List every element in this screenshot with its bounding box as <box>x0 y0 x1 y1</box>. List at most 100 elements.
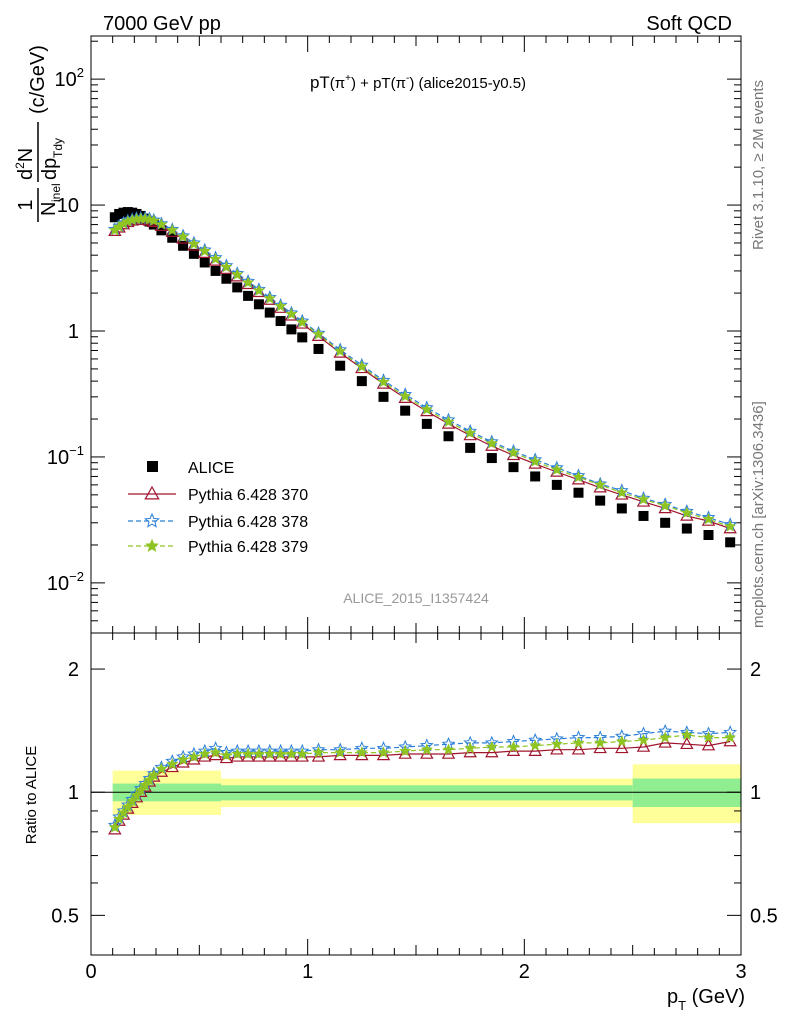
alice-data-point <box>703 529 714 540</box>
ratio-y-tick-label-left: 0.5 <box>51 905 79 927</box>
alice-data-point <box>297 332 308 343</box>
ratio-p379-point <box>130 789 143 801</box>
alice-data-point <box>421 418 432 429</box>
legend: ALICE Pythia 6.428 370 Pythia 6.428 378 Pyt… <box>128 460 308 556</box>
ratio-p379-point <box>126 795 139 807</box>
legend-marker-p379 <box>145 538 159 552</box>
ratio-p379-point <box>134 784 147 796</box>
p379-data-point <box>242 276 255 288</box>
ratio-p370-point <box>636 739 651 752</box>
ratio-y-axis-label: Ratio to ALICE <box>23 746 40 844</box>
alice-data-point <box>178 240 189 251</box>
ratio-p379-point <box>637 733 650 746</box>
p379-data-point <box>377 375 390 388</box>
ratio-p379-point <box>177 753 190 765</box>
alice-data-point <box>616 503 627 514</box>
ratio-p379-point <box>442 743 455 755</box>
alice-data-point <box>199 257 210 268</box>
legend-label: Pythia 6.428 379 <box>188 539 308 556</box>
ratio-p379-point <box>724 731 737 743</box>
ratio-series-line-3 <box>114 734 731 828</box>
p379-data-point <box>529 455 542 467</box>
xlabel-units: (GeV) <box>686 986 745 1008</box>
ratio-p379-point <box>464 742 477 754</box>
title-pi-b: (π <box>391 75 406 92</box>
alice-data-point <box>313 343 324 354</box>
xlabel-p: p <box>667 986 678 1008</box>
ratio-p379-point <box>231 747 244 760</box>
ratio-p379-point <box>263 747 276 760</box>
p379-data-point <box>637 493 650 505</box>
main-panel-series <box>107 207 738 548</box>
ratio-p379-point <box>117 806 130 819</box>
ratio-uncertainty-inner-band <box>632 778 741 808</box>
title-close-a: ) <box>351 75 356 92</box>
ratio-p379-point <box>485 740 498 753</box>
alice-data-point <box>232 282 243 293</box>
p379-data-point <box>615 486 628 498</box>
ylabel-n: N <box>15 148 37 162</box>
alice-data-point <box>465 442 476 453</box>
legend-marker-alice <box>147 461 158 472</box>
ratio-p370-point <box>593 741 607 754</box>
main-y-tick-label: 10−2 <box>47 569 84 595</box>
alice-data-point <box>356 376 367 387</box>
p379-data-point <box>724 520 737 532</box>
ratio-p379-point <box>399 744 412 757</box>
main-y-tick-label: 10−1 <box>47 443 84 469</box>
title-close-b: ) <box>409 75 414 92</box>
legend-label: Pythia 6.428 370 <box>188 487 308 504</box>
ratio-p370-point <box>680 737 694 750</box>
ylabel-frac1-den: N <box>38 202 60 216</box>
p379-data-point <box>312 328 325 340</box>
alice-data-point <box>167 232 178 243</box>
main-plot-title: pT(π+) + pT(π-) (alice2015-y0.5) <box>310 73 526 92</box>
x-axis-label: pT (GeV) <box>667 986 745 1013</box>
alice-data-point <box>681 523 692 534</box>
alice-data-point <box>243 290 254 301</box>
ratio-uncertainty-inner-band <box>221 785 633 801</box>
alice-data-point <box>573 487 584 498</box>
x-tick-label: 1 <box>302 961 313 983</box>
ratio-p379-point <box>702 731 715 743</box>
ratio-p379-point <box>209 746 222 758</box>
ratio-p379-point <box>113 812 126 825</box>
p379-data-point <box>220 260 233 273</box>
p379-data-point <box>274 299 287 312</box>
p379-data-point <box>550 463 563 475</box>
ratio-p379-point <box>572 736 585 748</box>
p379-data-point <box>252 284 265 296</box>
ratio-y-tick-label-right: 2 <box>750 659 761 681</box>
ratio-panel-series <box>107 723 738 835</box>
p379-data-point <box>155 218 168 230</box>
p379-data-point <box>659 499 672 511</box>
p379-data-point <box>198 244 211 257</box>
ratio-p379-point <box>420 743 433 755</box>
alice-data-point <box>595 495 606 506</box>
ratio-p379-point <box>550 737 563 750</box>
legend-label: Pythia 6.428 378 <box>188 514 308 531</box>
title-sup-1: + <box>345 73 351 84</box>
ratio-p370-point <box>550 742 564 755</box>
title-sup-2: - <box>406 73 409 84</box>
p379-data-point <box>355 360 368 372</box>
p379-data-point <box>594 478 607 490</box>
p379-data-point <box>442 415 455 427</box>
legend-marker-p378 <box>144 512 160 528</box>
alice-data-point <box>253 299 264 310</box>
ratio-p379-point <box>166 758 179 770</box>
ratio-p379-point <box>659 731 672 743</box>
x-tick-label: 3 <box>735 961 746 983</box>
ratio-p379-point <box>355 746 368 758</box>
title-part-mid: + pT <box>356 75 391 92</box>
main-y-tick-label: 10 <box>57 195 79 217</box>
main-panel-axes: 102 10 1 10−1 10−2 <box>47 35 742 634</box>
ratio-p379-point <box>220 749 233 761</box>
p379-data-point <box>166 224 179 236</box>
p379-data-point <box>263 292 276 304</box>
p379-data-point <box>572 470 585 483</box>
alice-data-point <box>400 405 411 416</box>
ratio-p370-point <box>485 745 499 758</box>
ylabel-frac2-den-sub: Tdy <box>51 138 65 158</box>
alice-data-point <box>638 510 649 521</box>
